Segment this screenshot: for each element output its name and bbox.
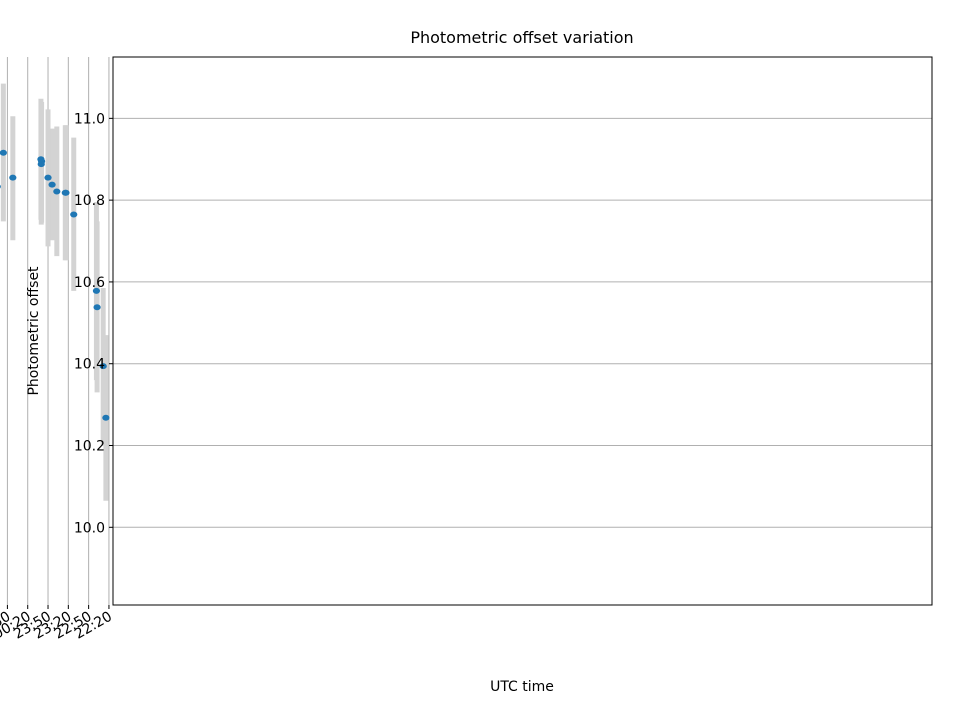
data-point (92, 287, 101, 294)
plot-frame (112, 56, 933, 606)
y-axis-label: Photometric offset (26, 266, 42, 396)
data-point (93, 304, 101, 311)
data-point (44, 174, 52, 181)
y-tick-label: 10.8 (74, 193, 105, 209)
y-tick-label: 10.2 (74, 439, 105, 455)
data-point (48, 181, 56, 188)
data-point (37, 161, 45, 168)
chart-title: Photometric offset variation (410, 28, 633, 47)
data-points (0, 149, 110, 421)
y-tick-label: 11.0 (74, 111, 105, 127)
data-point (0, 149, 7, 156)
data-point (53, 188, 61, 195)
x-axis-label: UTC time (490, 679, 554, 695)
data-point (61, 189, 69, 196)
y-tick-label: 10.0 (74, 520, 105, 536)
data-point (0, 184, 1, 189)
y-tick-label: 10.4 (74, 357, 105, 373)
data-point (70, 211, 78, 218)
data-point (102, 414, 110, 421)
data-point (99, 363, 107, 370)
data-point (37, 156, 45, 163)
y-tick-label: 10.6 (74, 275, 105, 291)
data-point (9, 174, 17, 181)
